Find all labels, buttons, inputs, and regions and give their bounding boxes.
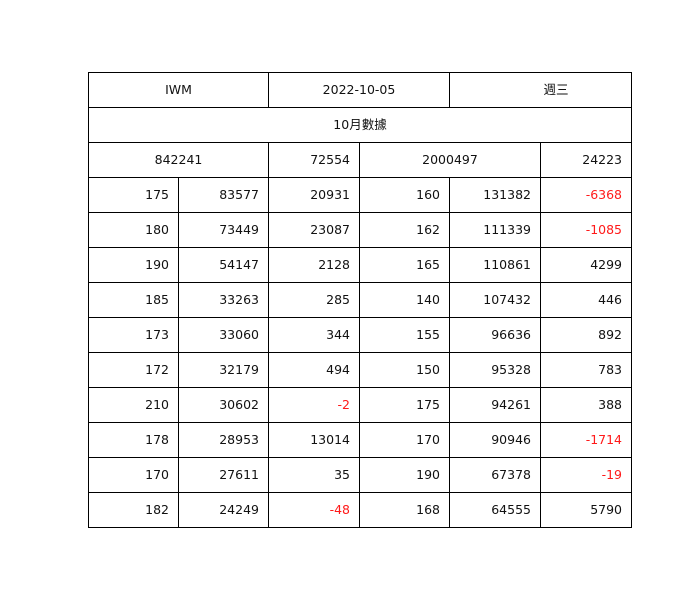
call-change-cell: 494 [268,352,360,388]
subtitle-row: 10月數據 [87,107,633,143]
table-row: 172 32179 494 150 95328 783 [88,352,633,388]
put-change-total-cell: 24223 [539,142,633,178]
put-volume-cell: 131382 [449,177,541,213]
call-volume-cell: 83577 [178,177,269,213]
call-strike-cell: 180 [88,212,179,248]
totals-row: 842241 72554 2000497 24223 [88,142,633,178]
put-change-cell: 892 [539,317,633,353]
call-change-cell: 285 [268,282,360,318]
table-row: 170 27611 35 190 67378 -19 [88,457,633,493]
table-row: 180 73449 23087 162 111339 -1085 [88,212,633,248]
put-volume-cell: 96636 [449,317,541,353]
call-volume-cell: 30602 [178,387,269,423]
call-volume-cell: 28953 [178,422,269,458]
call-strike-cell: 170 [88,457,179,493]
put-volume-cell: 111339 [449,212,541,248]
call-volume-cell: 33060 [178,317,269,353]
table-row: 190 54147 2128 165 110861 4299 [88,247,633,283]
put-strike-cell: 162 [359,212,450,248]
put-change-cell: -6368 [539,177,633,213]
call-strike-cell: 185 [88,282,179,318]
put-volume-cell: 67378 [449,457,541,493]
put-change-cell: 5790 [539,492,633,528]
table-row: 185 33263 285 140 107432 446 [88,282,633,318]
subtitle-cell: 10月數據 [87,107,633,143]
call-volume-cell: 33263 [178,282,269,318]
put-strike-cell: 160 [359,177,450,213]
put-volume-cell: 90946 [449,422,541,458]
header-row: IWM 2022-10-05 週三 [88,72,633,108]
put-change-cell: -1714 [539,422,633,458]
table-row: 173 33060 344 155 96636 892 [88,317,633,353]
put-strike-cell: 190 [359,457,450,493]
date-cell: 2022-10-05 [268,72,450,108]
symbol-cell: IWM [88,72,269,108]
put-change-cell: 783 [539,352,633,388]
put-strike-cell: 175 [359,387,450,423]
put-strike-cell: 168 [359,492,450,528]
table-row: 210 30602 -2 175 94261 388 [88,387,633,423]
put-change-cell: 446 [539,282,633,318]
table-row: 175 83577 20931 160 131382 -6368 [88,177,633,213]
call-change-cell: 35 [268,457,360,493]
call-volume-cell: 32179 [178,352,269,388]
call-strike-cell: 178 [88,422,179,458]
put-change-cell: 388 [539,387,633,423]
call-change-cell: 2128 [268,247,360,283]
call-volume-total-cell: 842241 [88,142,269,178]
call-change-cell: 13014 [268,422,360,458]
call-volume-cell: 54147 [178,247,269,283]
put-change-cell: 4299 [539,247,633,283]
call-change-cell: -48 [268,492,360,528]
call-strike-cell: 182 [88,492,179,528]
call-volume-cell: 27611 [178,457,269,493]
put-volume-cell: 107432 [449,282,541,318]
call-strike-cell: 173 [88,317,179,353]
call-change-cell: 344 [268,317,360,353]
put-strike-cell: 155 [359,317,450,353]
weekday-cell: 週三 [448,72,633,108]
options-data-table: IWM 2022-10-05 週三 10月數據 842241 72554 200… [87,72,633,528]
put-change-cell: -19 [539,457,633,493]
put-strike-cell: 140 [359,282,450,318]
table-row: 182 24249 -48 168 64555 5790 [88,492,633,528]
put-volume-total-cell: 2000497 [359,142,541,178]
call-change-cell: -2 [268,387,360,423]
put-strike-cell: 170 [359,422,450,458]
put-change-cell: -1085 [539,212,633,248]
put-volume-cell: 110861 [449,247,541,283]
call-strike-cell: 172 [88,352,179,388]
put-strike-cell: 165 [359,247,450,283]
call-volume-cell: 73449 [178,212,269,248]
call-strike-cell: 190 [88,247,179,283]
call-change-total-cell: 72554 [268,142,360,178]
call-strike-cell: 210 [88,387,179,423]
put-strike-cell: 150 [359,352,450,388]
put-volume-cell: 94261 [449,387,541,423]
table-row: 178 28953 13014 170 90946 -1714 [88,422,633,458]
call-volume-cell: 24249 [178,492,269,528]
put-volume-cell: 95328 [449,352,541,388]
call-change-cell: 23087 [268,212,360,248]
call-strike-cell: 175 [88,177,179,213]
call-change-cell: 20931 [268,177,360,213]
put-volume-cell: 64555 [449,492,541,528]
